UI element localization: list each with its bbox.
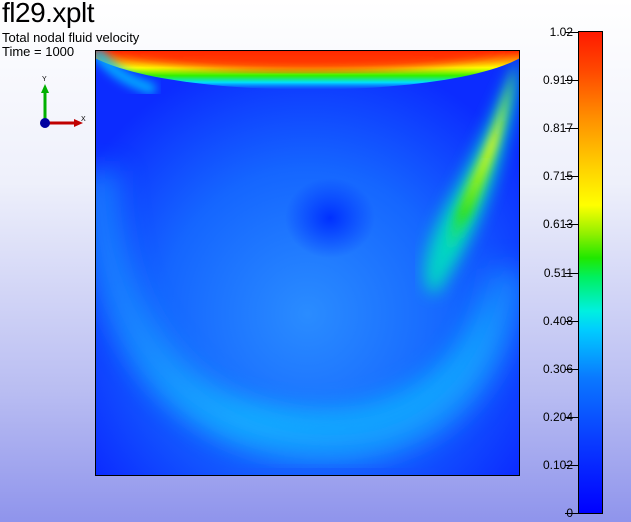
colorbar-tick [565, 464, 578, 466]
colorbar-tick-label: 0.715 [542, 169, 573, 184]
right-jet-core [444, 62, 515, 265]
colorbar-tick-label: 0.204 [542, 409, 573, 424]
outer-ring-glow [95, 169, 520, 461]
colorbar-tick [565, 272, 578, 274]
colorbar-tick-label: 0.408 [542, 313, 573, 328]
colorbar-tick [565, 368, 578, 370]
z-axis-dot [40, 118, 50, 128]
velocity-field-plot [95, 50, 520, 476]
colorbar [578, 31, 603, 514]
colorbar-tick [565, 128, 578, 130]
y-axis-label: Y [42, 76, 47, 83]
colorbar-tick-label: 0 [566, 506, 573, 520]
colorbar-tick-label: 0.613 [542, 217, 573, 232]
colorbar-tick-label: 0.919 [542, 73, 573, 88]
plot-subtitle: Total nodal fluid velocity [2, 30, 140, 45]
time-label: Time = 1000 [2, 44, 75, 59]
colorbar-tick-label: 0.306 [542, 361, 573, 376]
colorbar-tick-label: 0.511 [543, 265, 573, 280]
colorbar-tick [565, 32, 578, 33]
colorbar-tick-label: 0.102 [542, 457, 573, 472]
plot-border [95, 50, 520, 476]
vortex-core [285, 178, 375, 258]
colorbar-tick [565, 513, 578, 514]
colorbar-tick [565, 80, 578, 82]
colorbar-tick-label: 0.817 [542, 121, 573, 136]
plot-title: fl29.xplt [2, 0, 95, 28]
colorbar-tick [565, 416, 578, 418]
colorbar-tick [565, 176, 578, 178]
x-axis-label: X [81, 116, 86, 123]
y-axis-arrowhead [41, 84, 49, 93]
colorbar-tick [565, 320, 578, 322]
x-axis-arrowhead [74, 119, 83, 127]
colorbar-tick-label: 1.02 [549, 25, 573, 39]
top-lid-hot [105, 50, 510, 71]
axes-triad: Y X [40, 76, 86, 128]
left-corner-glow [95, 50, 157, 95]
colorbar-tick [565, 224, 578, 226]
